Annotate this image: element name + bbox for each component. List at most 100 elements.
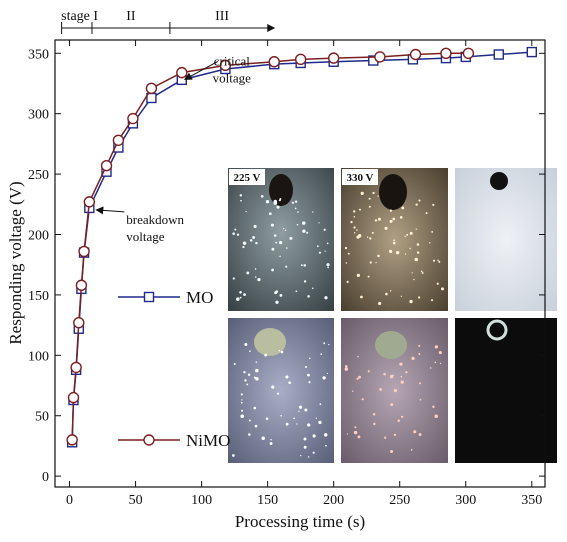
sparkle [240,199,242,202]
sparkle [415,203,418,206]
marker [100,159,113,172]
annotation: voltage [213,70,251,85]
sparkle [243,370,246,374]
sparkle [399,216,403,219]
sparkle [384,226,388,230]
marker [440,47,452,59]
sparkle [240,401,243,404]
sparkle [438,260,441,263]
sparkle [294,207,297,210]
sparkle [285,375,289,379]
sparkle [232,277,235,280]
sparkle [406,233,409,236]
sparkle [358,208,361,211]
sparkle [236,297,240,301]
sparkle [404,235,406,238]
sparkle [350,220,353,224]
photo-panel: 225 V 330 V [228,168,557,463]
sparkle [241,409,244,412]
sparkle [285,247,288,249]
y-tick-label: 50 [35,410,49,425]
marker [67,391,80,404]
sparkle [298,405,303,409]
sparkle [242,245,245,249]
sparkle [324,433,328,437]
sparkle [239,296,242,299]
sparkle [353,216,356,218]
sparkle [377,195,379,197]
sample [269,174,293,206]
sparkle [280,350,284,354]
sparkle [264,353,268,357]
sparkle [309,357,311,360]
sparkle [323,228,326,231]
sparkle [303,437,307,441]
sparkle [377,254,380,258]
sparkle [430,367,432,369]
sparkle [265,417,269,420]
sparkle [419,382,422,385]
sparkle [252,236,256,239]
sparkle [353,210,356,213]
sparkle [409,247,411,250]
y-tick-label: 150 [28,289,49,304]
sparkle [302,221,306,225]
sparkle [254,424,258,428]
sparkle [236,233,240,236]
x-tick-label: 50 [129,493,143,508]
sparkle [390,449,394,453]
sparkle [293,417,295,420]
photo-label: 225 V [234,172,261,184]
photo-label: 330 V [347,172,374,184]
sparkle [415,228,417,230]
sparkle [354,426,357,429]
sparkle [303,280,307,283]
sparkle [367,275,370,278]
annotation-arrow [95,206,125,215]
sparkle [356,229,358,231]
marker [374,51,386,63]
sparkle [276,392,280,395]
x-tick-label: 250 [389,493,410,508]
sparkle [270,223,274,227]
sparkle [413,278,415,281]
x-tick-label: 0 [66,493,73,508]
sparkle [372,191,375,195]
sparkle [268,212,272,216]
sparkle [369,261,372,264]
sparkle [409,231,413,235]
sparkle [436,282,439,285]
sparkle [318,222,320,224]
sparkle [384,436,387,439]
sparkle [244,342,248,346]
sparkle [389,219,393,223]
sparkle [271,247,275,251]
sparkle [320,353,323,355]
sparkle [400,295,402,297]
sparkle [404,253,407,255]
marker [176,66,188,79]
sparkle [327,266,329,269]
x-tick-label: 150 [257,493,278,508]
sparkle [285,422,289,426]
sparkle [440,287,444,291]
sparkle [326,263,330,267]
sparkle [395,250,400,255]
sparkle [439,362,442,365]
sparkle [276,205,280,209]
sparkle [304,365,308,369]
x-tick-label: 100 [191,493,212,508]
sparkle [413,430,417,434]
sparkle [429,242,431,244]
sparkle [303,445,307,449]
sparkle [253,406,257,410]
x-tick-label: 300 [455,493,476,508]
sparkle [357,355,359,358]
sparkle [312,434,316,438]
sparkle [318,251,322,254]
sparkle [304,408,308,412]
plot-frame [54,39,546,488]
sparkle [389,209,393,212]
sparkle [232,454,235,457]
